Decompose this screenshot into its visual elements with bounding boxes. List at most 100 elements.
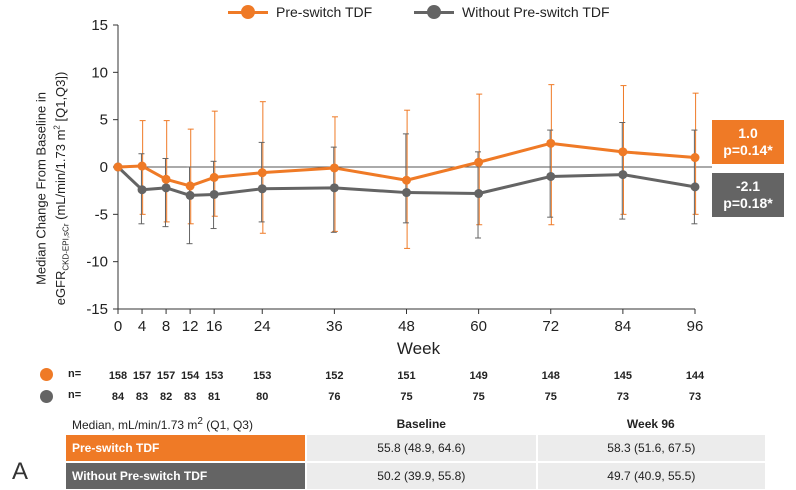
- data-point-without-pre-switch: [618, 170, 628, 180]
- data-point-pre-switch: [113, 162, 123, 172]
- x-tick-label: 8: [162, 318, 170, 335]
- data-point-pre-switch: [257, 168, 267, 178]
- data-point-without-pre-switch: [474, 189, 484, 199]
- table-cell-week96: 58.3 (51.6, 67.5): [535, 435, 765, 462]
- panel-label: A: [12, 458, 29, 485]
- x-tick-label: 36: [326, 318, 343, 335]
- n-count-without-pre-switch: 73: [689, 391, 701, 403]
- data-point-without-pre-switch: [546, 171, 556, 181]
- y-tick-label: -5: [95, 206, 108, 223]
- n-count-pre-switch: 144: [686, 370, 705, 382]
- x-tick-label: 60: [470, 318, 487, 335]
- data-point-pre-switch: [185, 181, 195, 191]
- data-point-without-pre-switch: [402, 188, 411, 198]
- n-count-pre-switch: 157: [157, 370, 175, 382]
- legend-marker-without-pre-switch: [414, 4, 454, 20]
- x-axis-label: Week: [397, 339, 441, 358]
- table-header-baseline: Baseline: [396, 417, 446, 431]
- data-point-pre-switch: [474, 157, 484, 167]
- n-count-without-pre-switch: 84: [112, 391, 125, 403]
- x-tick-label: 12: [182, 318, 199, 335]
- series-line-pre-switch: [117, 141, 696, 188]
- summary-table: Median, mL/min/1.73 m2 (Q1, Q3) Baseline…: [66, 413, 765, 489]
- callout-pre-switch-value: 1.0: [738, 125, 758, 141]
- n-count-without-pre-switch: 75: [545, 391, 557, 403]
- n-count-pre-switch: 154: [181, 370, 200, 382]
- x-tick-label: 84: [615, 318, 632, 335]
- x-tick-label: 0: [114, 318, 122, 335]
- data-point-without-pre-switch: [257, 184, 267, 194]
- data-point-without-pre-switch: [329, 183, 339, 193]
- data-point-pre-switch: [402, 175, 411, 185]
- n-count-without-pre-switch: 82: [160, 391, 172, 403]
- y-tick-label: -10: [86, 254, 108, 271]
- data-point-pre-switch: [209, 172, 219, 182]
- summary-table-header: Median, mL/min/1.73 m2 (Q1, Q3) Baseline…: [66, 413, 765, 435]
- legend-item-without-pre-switch: Without Pre-switch TDF: [414, 4, 610, 20]
- n-row-label-without-pre-switch: n=: [68, 389, 82, 401]
- y-tick-label: 15: [91, 17, 108, 34]
- data-point-pre-switch: [137, 161, 147, 171]
- y-tick-label: 5: [100, 112, 108, 129]
- callout-pre-switch-p: p=0.14*: [723, 142, 773, 158]
- data-point-pre-switch: [161, 174, 171, 184]
- n-count-pre-switch: 153: [205, 370, 223, 382]
- x-tick-label: 48: [398, 318, 415, 335]
- legend-marker-pre-switch: [228, 4, 268, 20]
- table-cell-baseline: 50.2 (39.9, 55.8): [305, 462, 537, 489]
- data-point-pre-switch: [618, 147, 628, 157]
- callout-without-pre-switch-value: -2.1: [735, 178, 761, 194]
- n-count-without-pre-switch: 75: [473, 391, 485, 403]
- n-count-without-pre-switch: 83: [136, 391, 148, 403]
- y-tick-label: 0: [100, 159, 108, 176]
- n-count-pre-switch: 145: [614, 370, 632, 382]
- data-point-without-pre-switch: [690, 182, 700, 192]
- n-count-without-pre-switch: 76: [328, 391, 340, 403]
- n-count-pre-switch: 158: [109, 370, 127, 382]
- y-tick-label: 10: [91, 64, 108, 81]
- y-axis-label-line1: Median Change From Baseline in: [33, 91, 49, 285]
- callout-pre-switch: 1.0 p=0.14*: [712, 120, 784, 164]
- n-count-without-pre-switch: 81: [208, 391, 220, 403]
- table-cell-baseline: 55.8 (48.9, 64.6): [305, 435, 537, 462]
- data-point-without-pre-switch: [185, 190, 195, 200]
- n-count-without-pre-switch: 80: [256, 391, 268, 403]
- legend-label-pre-switch: Pre-switch TDF: [276, 4, 373, 20]
- y-tick-label: -15: [86, 301, 108, 318]
- table-row-label-without-pre-switch: Without Pre-switch TDF: [66, 462, 306, 489]
- x-tick-label: 72: [542, 318, 559, 335]
- data-point-without-pre-switch: [161, 183, 171, 193]
- n-row-marker-pre-switch: [40, 368, 53, 381]
- table-row: Without Pre-switch TDF 50.2 (39.9, 55.8)…: [66, 462, 765, 489]
- y-axis-label-line2: eGFRCKD-EPI,sCr (mL/min/1.73 m2 [Q1,Q3]): [52, 71, 71, 306]
- data-point-pre-switch: [546, 138, 556, 148]
- n-count-pre-switch: 153: [253, 370, 271, 382]
- table-header-median: Median, mL/min/1.73 m2 (Q1, Q3): [72, 416, 253, 432]
- error-bars-without-pre-switch: [138, 122, 698, 245]
- n-count-without-pre-switch: 75: [400, 391, 412, 403]
- x-tick-label: 96: [687, 318, 704, 335]
- n-count-pre-switch: 151: [397, 370, 415, 382]
- x-tick-label: 4: [138, 318, 146, 335]
- callout-without-pre-switch: -2.1 p=0.18*: [712, 173, 784, 217]
- n-count-pre-switch: 149: [469, 370, 487, 382]
- n-count-pre-switch: 157: [133, 370, 151, 382]
- data-point-without-pre-switch: [209, 189, 219, 199]
- data-point-without-pre-switch: [137, 185, 147, 195]
- n-count-without-pre-switch: 73: [617, 391, 629, 403]
- table-row: Pre-switch TDF 55.8 (48.9, 64.6) 58.3 (5…: [66, 435, 765, 462]
- callout-without-pre-switch-p: p=0.18*: [723, 195, 773, 211]
- table-header-week96: Week 96: [626, 417, 675, 431]
- x-tick-label: 24: [254, 318, 271, 335]
- data-point-pre-switch: [690, 153, 700, 163]
- n-row-marker-without-pre-switch: [40, 390, 53, 403]
- y-axis-label: Median Change From Baseline in eGFRCKD-E…: [34, 38, 75, 338]
- legend-item-pre-switch: Pre-switch TDF: [228, 4, 372, 20]
- n-count-pre-switch: 152: [325, 370, 343, 382]
- table-row-label-pre-switch: Pre-switch TDF: [66, 435, 306, 462]
- legend-label-without-pre-switch: Without Pre-switch TDF: [462, 4, 610, 20]
- data-point-pre-switch: [329, 163, 339, 173]
- n-count-pre-switch: 148: [542, 370, 560, 382]
- x-tick-label: 16: [206, 318, 223, 335]
